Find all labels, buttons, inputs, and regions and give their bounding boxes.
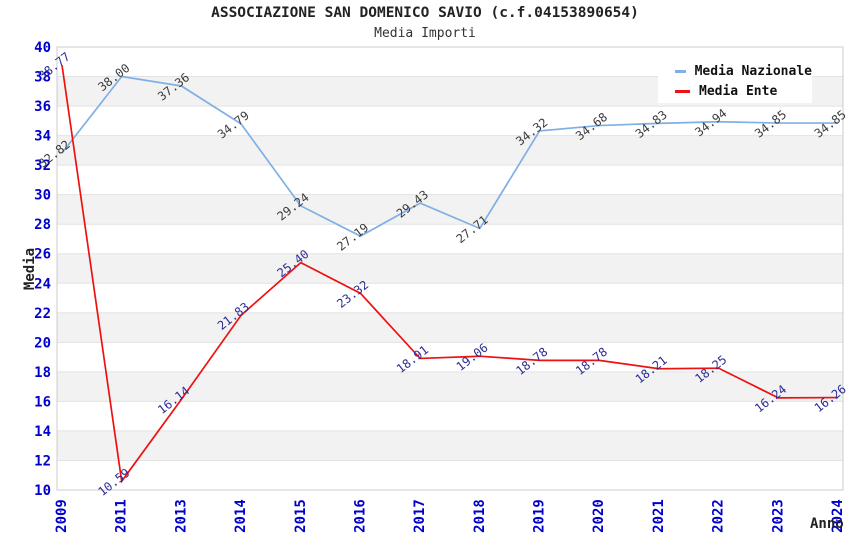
plot-stripe [57,430,843,461]
y-tick-label: 28 [34,217,51,233]
x-tick-label: 2022 [711,499,727,533]
legend-item-media-nazionale: Media Nazionale [658,61,812,81]
y-tick-label: 32 [34,158,51,174]
legend-label-media-ente: Media Ente [699,83,778,99]
x-tick-label: 2021 [651,499,667,533]
legend: Media Nazionale Media Ente [658,55,812,103]
y-tick-label: 16 [34,394,51,410]
x-tick-label: 2016 [352,499,368,533]
y-axis-title: Media [22,247,39,291]
x-tick-label: 2018 [472,499,488,533]
y-tick-label: 36 [34,99,51,115]
x-tick-label: 2024 [830,499,846,533]
x-tick-label: 2011 [114,499,130,533]
x-tick-label: 2013 [173,499,189,533]
x-tick-label: 2023 [770,499,786,533]
y-tick-label: 40 [34,40,51,56]
legend-item-media-ente: Media Ente [658,81,812,101]
y-tick-label: 26 [34,247,51,263]
media-nazionale-line-swatch [675,69,686,73]
chart-subtitle: Media Importi [374,26,476,41]
series-line-media-nazionale [61,75,838,238]
data-label: 10.59 [95,466,132,499]
plot-stripe [57,194,843,225]
chart-title: ASSOCIAZIONE SAN DOMENICO SAVIO (c.f.041… [211,5,639,21]
y-tick-label: 24 [34,276,51,292]
plot-stripe [57,371,843,402]
legend-label-media-nazionale: Media Nazionale [694,63,812,79]
x-tick-label: 2014 [233,499,249,533]
y-tick-label: 22 [34,306,51,322]
series-line-media-ente [61,65,839,484]
y-tick-label: 38 [34,70,51,86]
y-tick-label: 12 [34,453,51,469]
x-tick-label: 2019 [532,499,548,533]
data-label: 18.91 [394,343,431,376]
x-axis-title: Anno [810,516,844,532]
x-tick-label: 2015 [293,499,309,533]
x-tick-label: 2009 [54,499,70,533]
y-tick-label: 14 [34,424,51,440]
plot-stripe [57,312,843,343]
x-tick-label: 2017 [412,499,428,533]
media-ente-line-swatch [675,89,690,93]
y-tick-label: 10 [34,483,51,499]
plot-stripe [57,135,843,166]
plot-border [56,46,844,491]
y-tick-label: 20 [34,335,51,351]
x-tick-label: 2020 [591,499,607,533]
y-tick-label: 18 [34,365,51,381]
y-tick-label: 34 [34,129,51,145]
plot-stripe [57,253,843,284]
y-tick-label: 30 [34,188,51,204]
